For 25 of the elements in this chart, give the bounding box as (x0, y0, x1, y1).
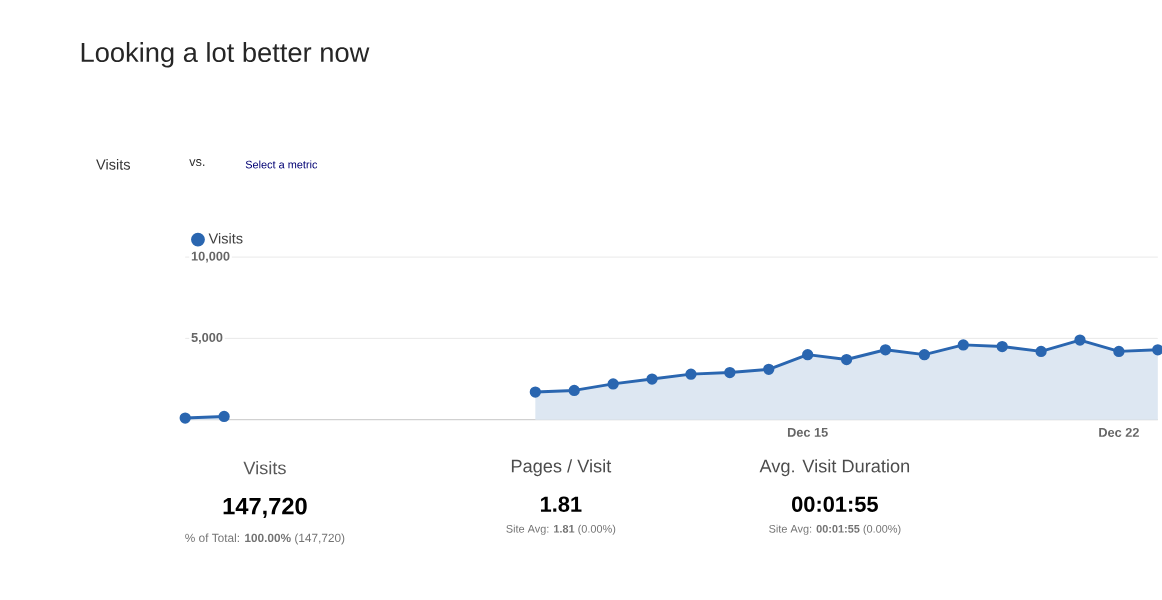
point (1035, 346, 1047, 358)
point (179, 412, 191, 425)
point (646, 373, 658, 386)
point (1113, 346, 1125, 358)
text: Pages / Visit (511, 459, 612, 477)
point (957, 339, 969, 351)
text: Visits (243, 461, 286, 475)
text: 147,720 (223, 498, 307, 519)
point (1074, 334, 1086, 347)
text: 1.81 (540, 496, 582, 513)
point (763, 364, 775, 376)
text: 00:01:55 (792, 496, 878, 513)
point (529, 386, 541, 399)
point (607, 378, 619, 390)
point (996, 341, 1008, 353)
point (802, 349, 814, 361)
point (840, 354, 853, 366)
point (724, 367, 736, 379)
point (685, 368, 697, 381)
point (879, 344, 892, 356)
point (918, 349, 931, 361)
point (568, 385, 580, 397)
point (218, 411, 230, 423)
chart-title: Looking a lot better now (81, 42, 370, 68)
text: Avg. Visit Duration (759, 459, 910, 477)
